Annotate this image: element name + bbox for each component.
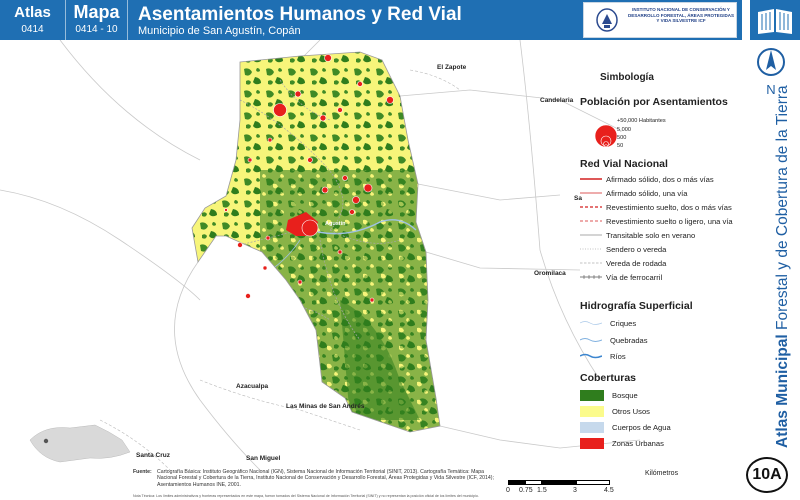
municipality-coverage [192,52,440,432]
fuente-text: Cartografía Básica: Instituto Geográfico… [157,469,494,488]
scale-bar: Kilómetros 0 0.75 1.5 3 4.5 [505,470,679,500]
page-title: Asentamientos Humanos y Red Vial [138,4,462,25]
legend-title: Simbología [600,72,654,83]
fuente-label: Fuente: [133,469,152,475]
atlas-cell: Atlas 0414 [0,0,66,40]
institution-name: INSTITUTO NACIONAL DE CONSERVACIÓN Y DES… [628,7,734,23]
side-title-bold: Atlas Municipal [774,334,791,448]
place-san-miguel: San Miguel [246,455,281,462]
scale-tick: 4.5 [604,487,614,494]
atlas-code: 0414 [21,24,44,35]
header-bar: Atlas 0414 Mapa 0414 - 10 Asentamientos … [0,0,742,40]
scale-tick: 1.5 [537,487,547,494]
scale-tick: 0 [506,487,510,494]
pop-level-2: 5,000 [617,127,631,133]
legend-poblacion-heading: Población por Asentamientos [580,96,728,108]
place-sa: Sa [574,195,582,202]
scale-tick: 0.75 [519,487,533,494]
side-title-rest: Forestal y de Cobertura de la Tierra [774,85,791,335]
population-symbol [594,124,618,148]
map-area[interactable]: El Zapote Candelaria Sa Oromilaca Azacua… [0,39,740,500]
north-arrow-icon: N [757,48,785,97]
basemap-roads [99,69,461,471]
mapa-code: 0414 - 10 [75,24,118,35]
map-number-badge: 10A [746,457,788,493]
pop-level-4: 50 [617,143,624,149]
scale-tick: 3 [573,487,577,494]
pop-level-3: 500 [617,135,627,141]
mapa-cell: Mapa 0414 - 10 [66,0,128,40]
place-candelaria: Candelaria [540,97,574,104]
north-label: N [766,82,775,97]
municipality-map [0,39,641,471]
place-azacualpa: Azacualpa [236,383,269,390]
honduras-seal-icon [596,8,618,32]
place-santa-cruz: Santa Cruz [136,452,170,459]
mapa-label: Mapa [73,2,120,22]
municipality-boundary [191,51,441,433]
open-book-icon [758,9,792,34]
page-subtitle: Municipio de San Agustín, Copán [138,25,301,37]
pop-level-1: +50,000 Habitantes [617,118,666,124]
institution-logos: INSTITUTO NACIONAL DE CONSERVACIÓN Y DES… [583,2,737,38]
settlements [224,54,394,303]
basemap-boundaries [0,39,641,471]
atlas-side-title: Atlas Municipal Forestal y de Cobertura … [774,85,792,448]
place-las-minas: Las Minas de San Andrés [286,403,365,410]
honduras-inset-map [29,424,131,463]
place-oromilaca: Oromilaca [534,270,566,277]
scale-unit: Kilómetros [645,470,679,477]
technical-note: Nota Técnica: Los límites administrativo… [133,494,479,498]
legend-hidro-heading: Hidrografía Superficial [580,300,693,312]
legend-red-vial-heading: Red Vial Nacional [580,158,668,170]
place-el-zapote: El Zapote [437,64,467,71]
atlas-label: Atlas [14,4,51,21]
atlas-book-button[interactable] [750,0,800,40]
legend-coberturas-heading: Coberturas [580,372,637,384]
place-agustin: Agustín [325,221,346,227]
